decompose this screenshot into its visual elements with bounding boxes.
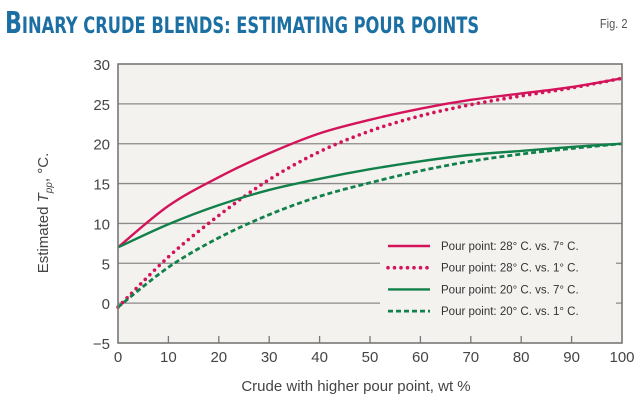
x-tick-label: 90 [563,349,580,366]
legend-entry: Pour point: 28° C. vs. 1° C. [441,263,579,275]
series-line-3 [117,142,623,249]
chart-title: Binary crude blends: estimating pour poi… [5,6,479,41]
y-tick-label: 10 [93,216,110,233]
series-line-1 [117,77,623,249]
x-tick-label: 100 [609,349,634,366]
x-tick-label: 50 [362,349,379,366]
figure-label: Fig. 2 [600,16,628,31]
x-tick-label: 70 [462,349,479,366]
title-initial: B [5,6,22,41]
series-line-4 [117,142,623,309]
legend-entry: Pour point: 28° C. vs. 7° C. [441,241,579,253]
legend-entry: Pour point: 20° C. vs. 1° C. [441,306,579,318]
x-tick-label: 10 [160,349,177,366]
x-axis-ticks: 0 10 20 30 40 50 60 70 80 90 100 [114,336,635,366]
x-tick-label: 30 [261,349,278,366]
x-tick-label: 80 [513,349,530,366]
legend-box [380,233,616,325]
y-tick-label: −5 [93,336,110,353]
y-tick-label: 5 [102,256,110,273]
x-tick-label: 60 [412,349,429,366]
x-tick-label: 0 [114,349,122,366]
y-axis-label: Estimated Tpp, °C. [35,153,55,274]
y-tick-label: 30 [93,57,110,74]
y-tick-label: 15 [93,177,110,194]
x-axis-label: Crude with higher pour point, wt % [241,378,470,395]
y-tick-label: 0 [102,296,110,313]
x-tick-label: 20 [210,349,227,366]
series-group [116,76,624,309]
title-rest: inary crude blends: estimating pour poin… [21,14,480,39]
legend: Pour point: 28° C. vs. 7° C. Pour point: … [380,233,616,325]
y-tick-label: 25 [93,97,110,114]
series-line-2 [116,76,624,309]
y-axis-ticks: −5 0 5 10 15 20 25 30 [93,57,110,353]
y-tick-label: 20 [93,137,110,154]
legend-entry: Pour point: 20° C. vs. 7° C. [441,284,579,296]
x-tick-label: 40 [311,349,328,366]
